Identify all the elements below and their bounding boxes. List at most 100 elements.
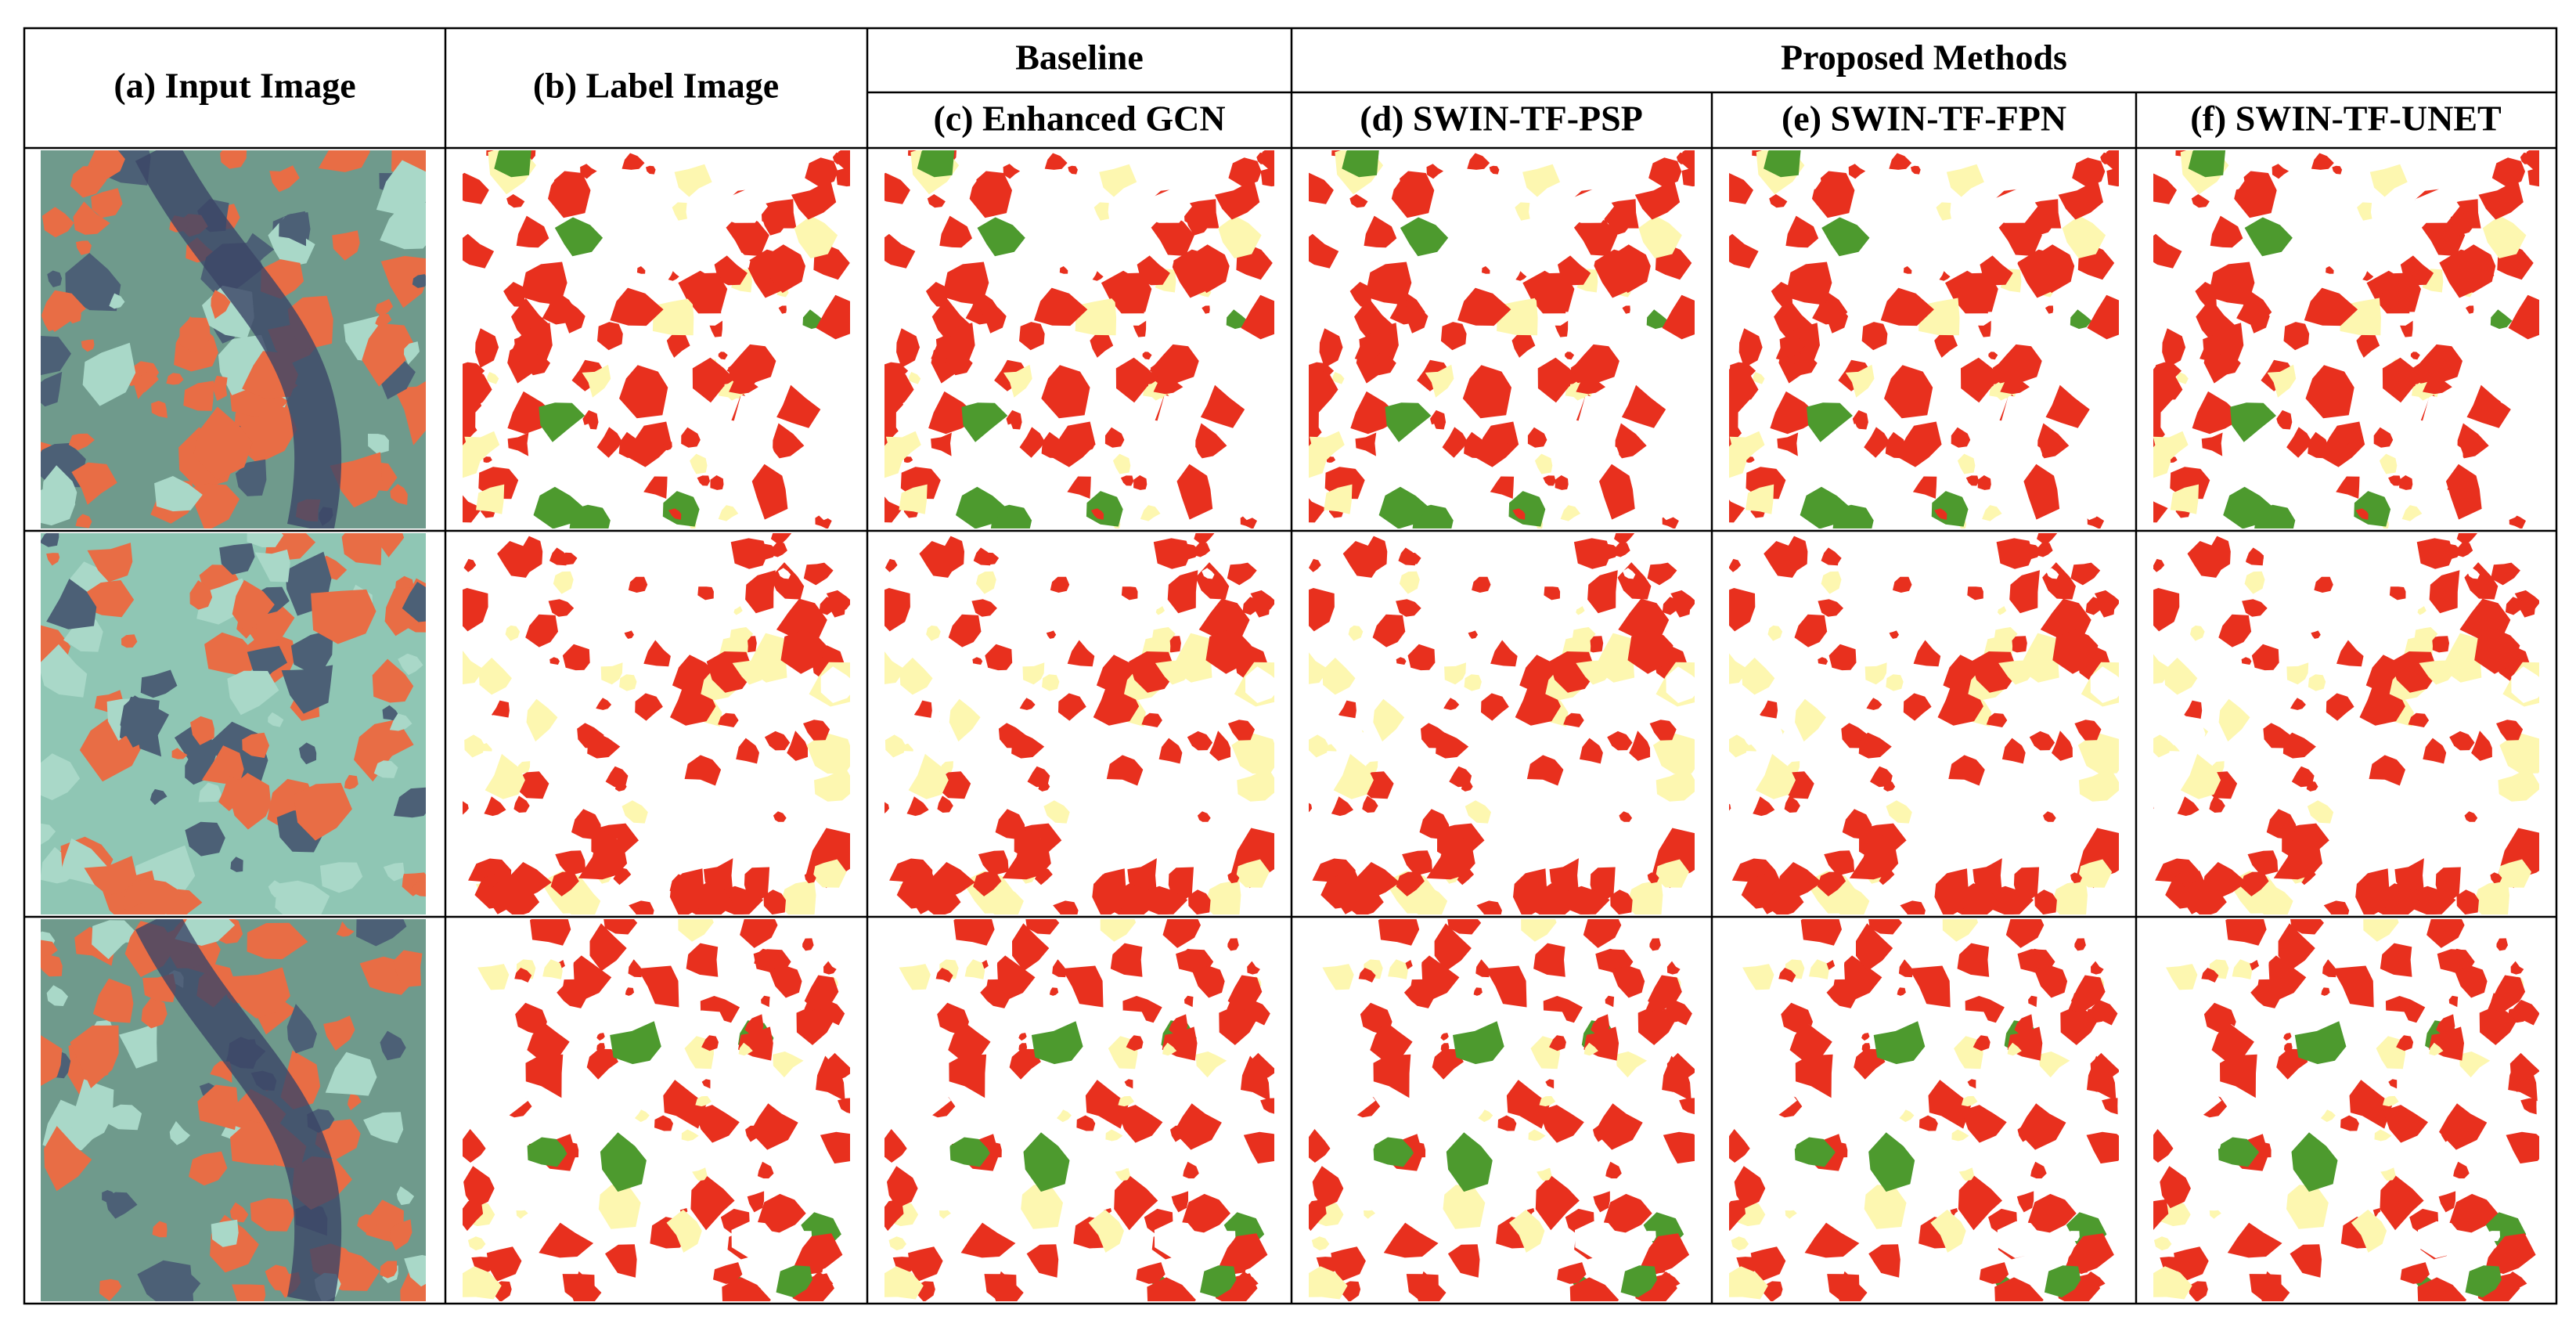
blob — [2209, 795, 2225, 813]
blob — [514, 335, 540, 359]
blob — [750, 1103, 798, 1150]
blob — [1729, 366, 1759, 414]
blob — [2380, 1174, 2424, 1231]
blob — [1601, 1193, 1652, 1233]
blob — [474, 715, 520, 751]
blob — [1809, 959, 1829, 979]
blob — [1473, 421, 1519, 467]
blob — [1218, 215, 1262, 258]
blob — [1864, 1185, 1907, 1229]
blob — [486, 873, 503, 890]
blob — [2439, 1103, 2488, 1150]
blob — [2445, 442, 2463, 463]
blob — [2286, 662, 2309, 685]
blob — [1162, 1042, 1177, 1056]
blob — [643, 476, 668, 499]
blob — [2090, 1052, 2119, 1081]
blob — [2326, 266, 2334, 274]
blob — [1027, 766, 1050, 788]
blob — [2255, 1142, 2272, 1158]
blob — [2153, 431, 2189, 463]
blob — [1845, 364, 1875, 398]
blob — [1537, 357, 1580, 403]
blob — [895, 399, 929, 442]
blob — [605, 1244, 637, 1278]
blob — [589, 923, 627, 972]
blob — [1332, 372, 1345, 384]
blob — [757, 1161, 774, 1179]
blob — [190, 716, 214, 745]
blob — [628, 576, 648, 593]
blob — [204, 632, 259, 677]
blob — [2330, 1075, 2350, 1099]
blob — [2034, 889, 2057, 914]
blob — [1913, 640, 1941, 667]
blob — [618, 431, 640, 459]
blob — [1169, 1014, 1188, 1036]
blob — [949, 1054, 987, 1098]
blob — [1490, 640, 1518, 667]
blob — [2018, 1103, 2066, 1150]
blob — [2064, 1231, 2080, 1242]
blob — [636, 266, 646, 274]
blob — [2520, 597, 2536, 618]
blob — [1530, 1149, 1558, 1169]
blob — [1606, 212, 1633, 236]
blob — [2040, 598, 2091, 641]
blob — [1827, 1274, 1860, 1301]
blob — [402, 582, 426, 622]
blob — [953, 919, 995, 946]
blob — [1896, 421, 1942, 467]
blob — [903, 456, 913, 463]
blob — [2001, 835, 2046, 866]
blob — [2072, 157, 2106, 187]
blob — [2326, 693, 2354, 721]
blob — [1522, 164, 1561, 197]
blob — [1811, 171, 1855, 218]
blob — [1962, 1105, 2007, 1143]
blob — [658, 690, 667, 700]
blob — [1254, 597, 1270, 618]
blob — [1329, 1075, 1376, 1122]
blob — [2184, 700, 2203, 722]
blob — [2479, 1005, 2517, 1045]
blob — [1099, 164, 1137, 197]
blob — [2453, 1161, 2470, 1179]
blob — [1260, 167, 1274, 187]
blob — [1656, 370, 1695, 413]
blob — [794, 215, 838, 258]
blob — [1485, 965, 1527, 1008]
blob — [2091, 961, 2104, 975]
blob — [1489, 165, 1500, 175]
blob — [505, 625, 521, 641]
blob — [380, 1261, 398, 1279]
blob — [2286, 427, 2312, 458]
segmentation-map — [2153, 919, 2539, 1301]
blob — [2070, 309, 2092, 330]
blob — [318, 150, 370, 172]
blob — [1195, 423, 1227, 459]
blob — [2369, 164, 2408, 197]
blob — [1737, 715, 1783, 751]
blob — [820, 666, 850, 703]
blob — [2062, 215, 2106, 258]
blob — [1618, 598, 1670, 641]
blob — [2242, 599, 2268, 617]
blob — [1311, 1236, 1330, 1251]
blob — [692, 1167, 708, 1181]
blob — [887, 1166, 918, 1209]
blob — [1401, 302, 1429, 334]
blob — [1090, 332, 1114, 358]
blob — [1003, 364, 1032, 398]
blob — [1149, 344, 1199, 386]
blob — [2026, 1193, 2077, 1233]
blob — [1409, 1142, 1426, 1158]
blob — [1549, 1035, 1566, 1051]
blob — [895, 715, 941, 751]
blob — [1760, 700, 1778, 722]
blob — [812, 370, 850, 413]
blob — [1052, 959, 1067, 978]
blob — [41, 644, 88, 698]
blob — [695, 1095, 712, 1107]
blob — [1067, 640, 1095, 667]
